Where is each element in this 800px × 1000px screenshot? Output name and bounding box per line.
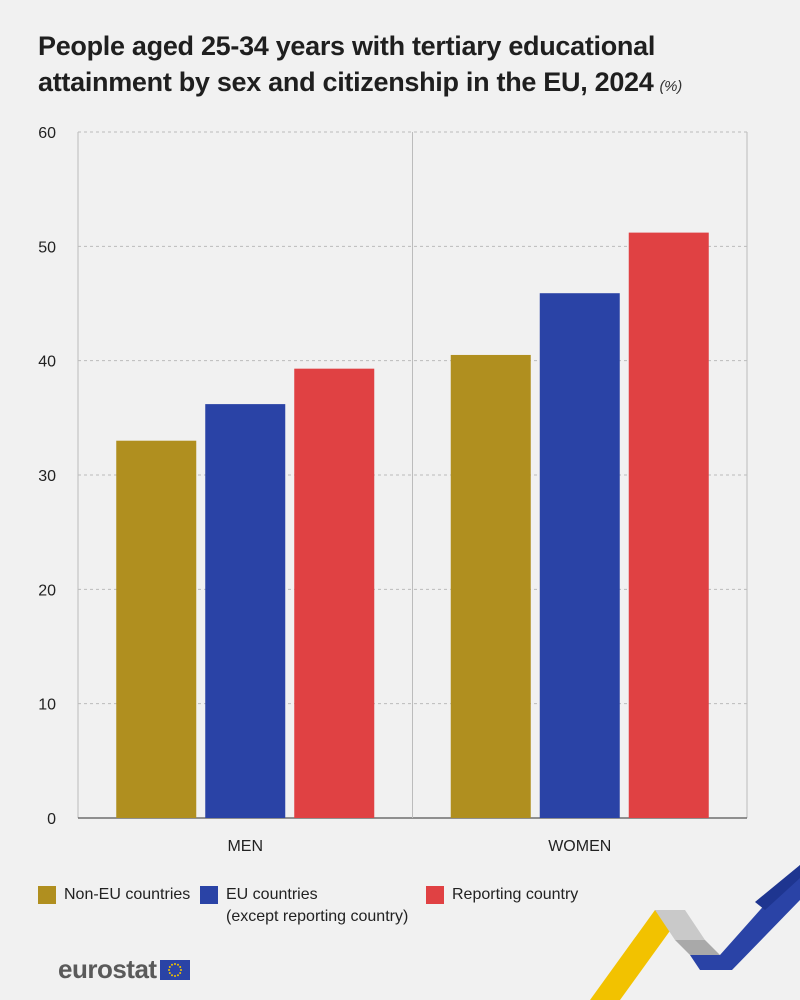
legend-swatch-non-eu (38, 886, 56, 904)
legend-label-reporting: Reporting country (452, 886, 579, 903)
chart-legend: Non-EU countries EU countries (except re… (38, 884, 778, 934)
legend-label-non-eu: Non-EU countries (64, 886, 191, 903)
y-tick-label-20: 20 (38, 582, 56, 599)
bar-women-series-2 (628, 232, 709, 818)
y-tick-label-60: 60 (38, 125, 56, 142)
legend-label-eu: EU countries (except reporting country) (226, 886, 409, 925)
bar-men-series-0 (116, 440, 197, 818)
y-tick-label-0: 0 (47, 811, 56, 828)
chart-title-text: People aged 25-34 years with tertiary ed… (38, 31, 656, 97)
legend-item-non-eu: Non-EU countries (38, 884, 190, 906)
bar-women-series-0 (450, 354, 531, 818)
y-tick-label-30: 30 (38, 468, 56, 485)
logo-text: eurostat (58, 954, 157, 984)
x-category-label-men: MEN (227, 838, 263, 855)
decorative-ribbon-icon (590, 865, 800, 1000)
y-tick-label-10: 10 (38, 697, 56, 714)
legend-item-reporting: Reporting country (426, 884, 578, 906)
y-tick-label-50: 50 (38, 239, 56, 256)
x-category-label-women: WOMEN (548, 838, 611, 855)
legend-swatch-eu (200, 886, 218, 904)
legend-swatch-reporting (426, 886, 444, 904)
bar-women-series-1 (539, 293, 620, 819)
y-tick-label-40: 40 (38, 354, 56, 371)
bar-men-series-2 (294, 368, 375, 818)
chart-unit: (%) (659, 78, 682, 95)
bar-chart: 0 10 20 30 40 50 60 MEN WOMEN (38, 125, 748, 855)
eu-flag-icon (159, 959, 190, 980)
eurostat-logo: eurostat (58, 954, 190, 985)
legend-item-eu: EU countries (except reporting country) (200, 884, 408, 928)
chart-title: People aged 25-34 years with tertiary ed… (38, 28, 778, 105)
bar-men-series-1 (205, 404, 286, 818)
